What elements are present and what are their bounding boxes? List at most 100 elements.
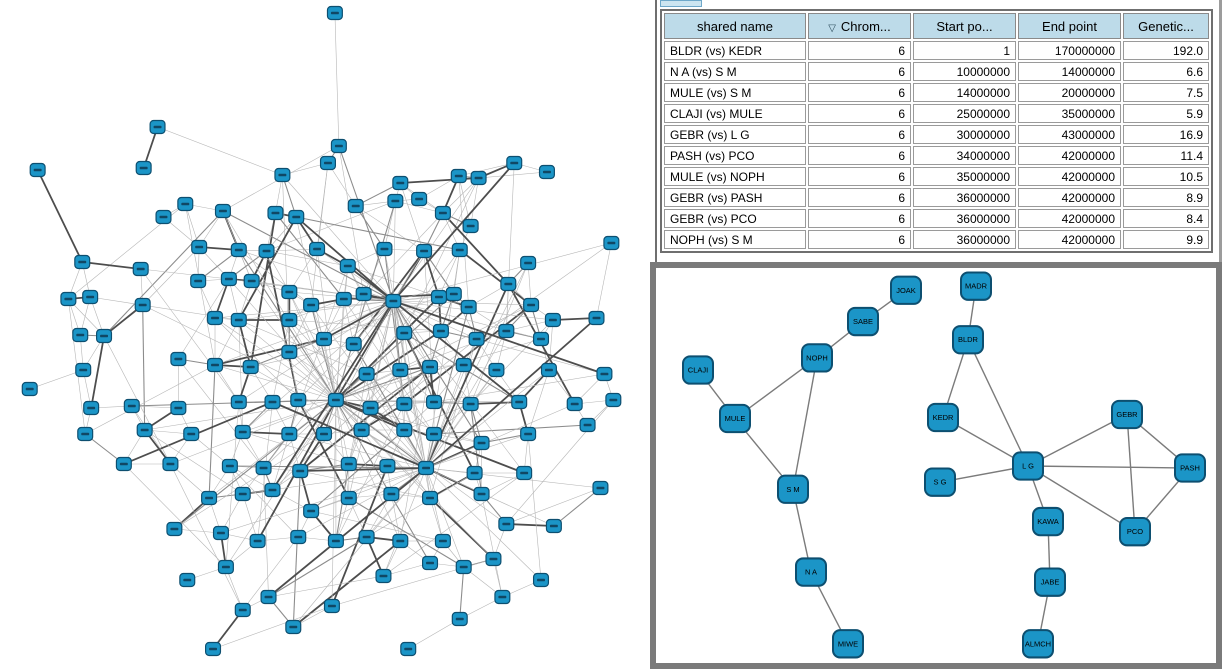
subnetwork-node-S M[interactable]: S M <box>777 474 809 504</box>
network-node[interactable] <box>234 602 251 618</box>
network-node[interactable] <box>425 394 443 410</box>
network-node[interactable] <box>285 619 302 635</box>
vertical-scrollbar[interactable] <box>1219 0 1222 262</box>
subnetwork-edge-BLDR-L G[interactable] <box>967 339 1029 467</box>
network-node[interactable] <box>411 191 428 207</box>
network-node[interactable] <box>400 641 417 657</box>
table-row[interactable]: PASH (vs) PCO 6 34000000 42000000 11.4 <box>664 146 1209 165</box>
cell-value[interactable]: 36000000 <box>913 230 1016 249</box>
cell-value[interactable]: 10.5 <box>1123 167 1209 186</box>
cell-value[interactable]: 6 <box>808 104 911 123</box>
network-node[interactable] <box>255 460 272 476</box>
network-node[interactable] <box>205 641 222 657</box>
cell-value[interactable]: 7.5 <box>1123 83 1209 102</box>
network-node[interactable] <box>498 323 515 339</box>
cell-value[interactable]: 6 <box>808 188 911 207</box>
network-node[interactable] <box>327 392 344 408</box>
network-node[interactable] <box>315 331 333 347</box>
network-node[interactable] <box>347 198 364 214</box>
network-node[interactable] <box>473 435 490 451</box>
network-node[interactable] <box>214 203 231 219</box>
network-node[interactable] <box>432 323 449 339</box>
cell-value[interactable]: 170000000 <box>1018 41 1121 60</box>
cell-value[interactable]: 1 <box>913 41 1016 60</box>
network-node[interactable] <box>206 357 224 373</box>
cell-value[interactable]: 6 <box>808 167 911 186</box>
filter-icon[interactable]: ▽ <box>828 22 836 34</box>
network-node[interactable] <box>267 205 284 221</box>
network-node[interactable] <box>230 394 247 410</box>
network-node[interactable] <box>466 465 483 481</box>
subnetwork-node-PASH[interactable]: PASH <box>1174 453 1206 483</box>
cell-value[interactable]: 25000000 <box>913 104 1016 123</box>
network-node[interactable] <box>506 155 523 171</box>
network-node[interactable] <box>83 400 100 416</box>
network-node[interactable] <box>430 289 447 305</box>
network-node[interactable] <box>191 239 208 255</box>
table-row[interactable]: CLAJI (vs) MULE 6 25000000 35000000 5.9 <box>664 104 1209 123</box>
network-node[interactable] <box>385 293 402 309</box>
network-node[interactable] <box>358 366 375 382</box>
network-node[interactable] <box>468 331 485 347</box>
network-node[interactable] <box>376 241 393 257</box>
cell-shared-name[interactable]: GEBR (vs) PCO <box>664 209 806 228</box>
network-node[interactable] <box>455 357 472 373</box>
network-node[interactable] <box>258 243 275 259</box>
network-node[interactable] <box>396 396 413 412</box>
cell-shared-name[interactable]: BLDR (vs) KEDR <box>664 41 806 60</box>
cell-value[interactable]: 10000000 <box>913 62 1016 81</box>
network-node[interactable] <box>281 284 298 300</box>
network-node[interactable] <box>315 426 333 442</box>
network-node[interactable] <box>362 400 379 416</box>
network-node[interactable] <box>234 424 251 440</box>
subnetwork-panel[interactable]: JOAK MADR SABE BLDR NOPH CLAJI GEBR KEDR MULE L G… <box>650 262 1222 669</box>
subnetwork-node-MADR[interactable]: MADR <box>960 271 992 301</box>
cell-value[interactable]: 20000000 <box>1018 83 1121 102</box>
column-header-chrom---[interactable]: ▽ Chrom... <box>808 13 911 39</box>
network-node[interactable] <box>450 168 467 184</box>
table-row[interactable]: MULE (vs) NOPH 6 35000000 42000000 10.5 <box>664 167 1209 186</box>
network-node[interactable] <box>462 218 479 234</box>
cell-shared-name[interactable]: CLAJI (vs) MULE <box>664 104 806 123</box>
cell-value[interactable]: 43000000 <box>1018 125 1121 144</box>
network-node[interactable] <box>520 426 537 442</box>
cell-value[interactable]: 42000000 <box>1018 209 1121 228</box>
network-node[interactable] <box>485 551 502 567</box>
network-node[interactable] <box>511 394 528 410</box>
network-node[interactable] <box>460 299 477 315</box>
cell-shared-name[interactable]: GEBR (vs) PASH <box>664 188 806 207</box>
subnetwork-node-KEDR[interactable]: KEDR <box>927 402 959 433</box>
table-row[interactable]: GEBR (vs) PASH 6 36000000 42000000 8.9 <box>664 188 1209 207</box>
table-row[interactable]: GEBR (vs) L G 6 30000000 43000000 16.9 <box>664 125 1209 144</box>
network-node[interactable] <box>592 480 609 496</box>
cell-value[interactable]: 8.4 <box>1123 209 1209 228</box>
subnetwork-node-MIWE[interactable]: MIWE <box>832 629 864 659</box>
network-node[interactable] <box>566 396 583 412</box>
table-row[interactable]: MULE (vs) S M 6 14000000 20000000 7.5 <box>664 83 1209 102</box>
network-node[interactable] <box>596 366 613 382</box>
cell-value[interactable]: 16.9 <box>1123 125 1209 144</box>
network-node[interactable] <box>221 458 238 474</box>
cell-value[interactable]: 14000000 <box>1018 62 1121 81</box>
network-node[interactable] <box>473 486 490 502</box>
network-node[interactable] <box>340 490 357 506</box>
cell-value[interactable]: 5.9 <box>1123 104 1209 123</box>
network-node[interactable] <box>455 559 472 575</box>
subnetwork-edge-GEBR-PCO[interactable] <box>1126 414 1136 532</box>
network-node[interactable] <box>425 426 443 442</box>
table-row[interactable]: BLDR (vs) KEDR 6 1 170000000 192.0 <box>664 41 1209 60</box>
network-node[interactable] <box>290 392 307 408</box>
network-node[interactable] <box>392 533 409 549</box>
subnetwork-node-PCO[interactable]: PCO <box>1119 517 1151 547</box>
network-node[interactable] <box>290 529 307 545</box>
network-node[interactable] <box>498 516 515 532</box>
network-node[interactable] <box>77 426 94 442</box>
network-node[interactable] <box>177 196 194 212</box>
network-node[interactable] <box>206 310 224 326</box>
network-node[interactable] <box>134 297 151 313</box>
network-node[interactable] <box>392 175 409 191</box>
network-node[interactable] <box>201 490 218 506</box>
cell-value[interactable]: 6 <box>808 209 911 228</box>
network-node[interactable] <box>220 271 237 287</box>
network-node[interactable] <box>281 344 298 360</box>
